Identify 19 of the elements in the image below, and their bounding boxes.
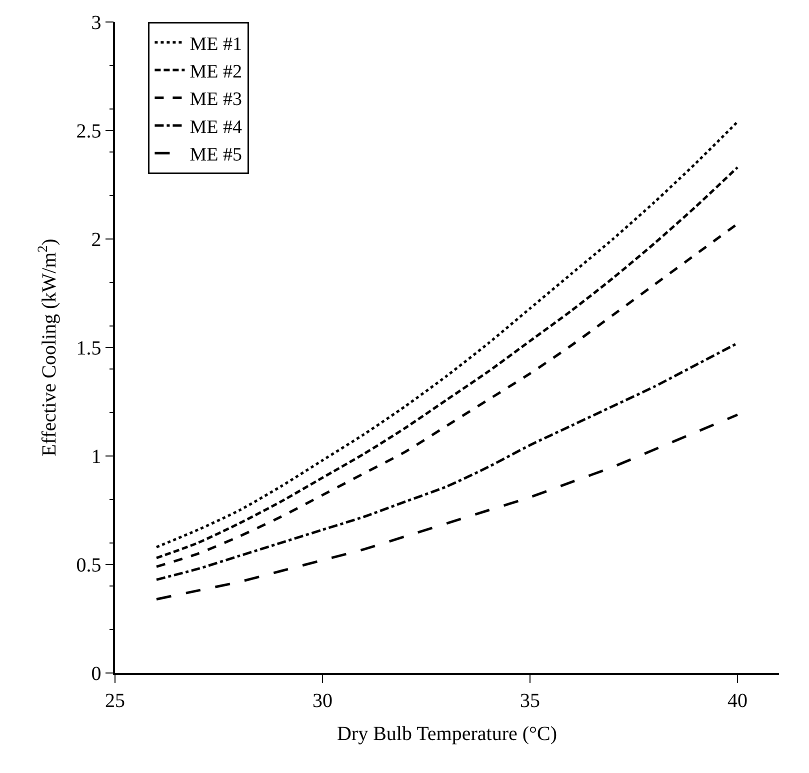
line-series xyxy=(155,222,739,568)
y-tick-label: 0 xyxy=(91,663,102,685)
legend-label: ME #1 xyxy=(190,34,242,55)
line-series xyxy=(155,342,739,581)
y-tick-label: 1.5 xyxy=(76,338,102,360)
legend-label: ME #2 xyxy=(190,61,242,82)
y-tick-label: 0.5 xyxy=(76,554,102,576)
x-tick-label: 30 xyxy=(312,690,332,712)
x-tick-label: 25 xyxy=(105,690,125,712)
y-tick-label: 2.5 xyxy=(76,120,102,142)
legend-label: ME #3 xyxy=(190,89,242,110)
x-tick-label: 40 xyxy=(728,690,748,712)
y-tick-label: 2 xyxy=(91,229,102,251)
y-tick-label: 3 xyxy=(91,12,102,34)
y-tick-label: 1 xyxy=(91,446,102,468)
x-axis-title: Dry Bulb Temperature (°C) xyxy=(336,722,558,745)
legend-label: ME #4 xyxy=(190,116,242,138)
legend-label: ME #5 xyxy=(190,144,242,166)
x-tick-label: 35 xyxy=(520,690,540,712)
